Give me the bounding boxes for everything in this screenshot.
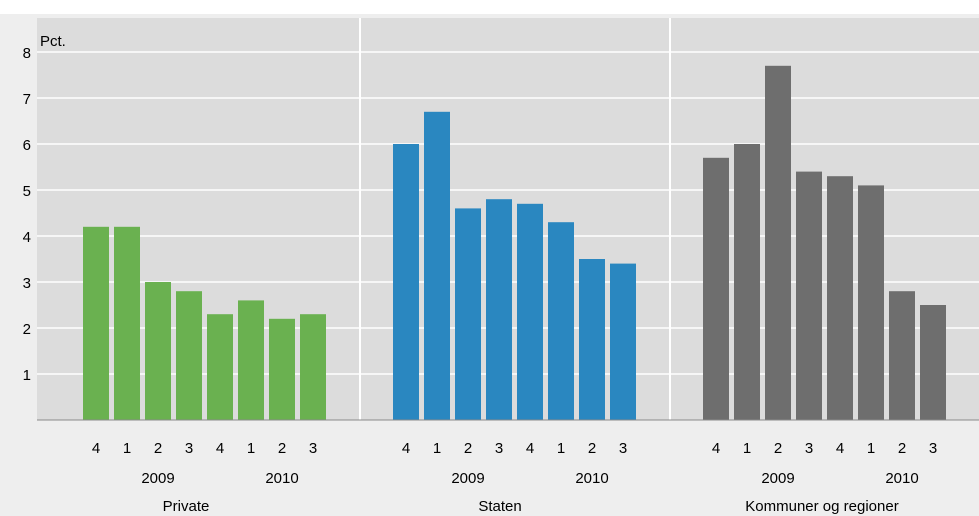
bars [83, 65, 946, 421]
panel-label: Private [163, 498, 210, 515]
x-tick-label: 1 [247, 440, 255, 457]
panel-label: Kommuner og regioner [745, 498, 898, 515]
y-tick-label: 4 [23, 229, 31, 246]
y-tick-label: 5 [23, 183, 31, 200]
x-tick-labels: 4 1 2 3 4 1 2 3 4 1 2 3 4 1 2 3 4 1 2 3 4 1 2 3 [92, 440, 937, 457]
x-tick-label: 3 [929, 440, 937, 457]
bar [579, 259, 605, 420]
year-label: 2009 [141, 470, 174, 487]
panel-separators [359, 18, 671, 420]
y-tick-label: 3 [23, 275, 31, 292]
bar [703, 157, 729, 421]
y-tick-labels: 1 2 3 4 5 6 7 8 [23, 45, 31, 384]
x-tick-label: 1 [433, 440, 441, 457]
y-axis-label: Pct. [40, 33, 66, 50]
x-tick-label: 4 [836, 440, 844, 457]
x-tick-label: 4 [526, 440, 534, 457]
bar [734, 144, 760, 420]
x-tick-label: 2 [278, 440, 286, 457]
year-label: 2010 [885, 470, 918, 487]
y-tick-label: 6 [23, 137, 31, 154]
panel-labels: Private Staten Kommuner og regioner [163, 498, 899, 515]
y-tick-label: 7 [23, 91, 31, 108]
bar [269, 318, 295, 420]
y-tick-label: 1 [23, 367, 31, 384]
bar [889, 291, 915, 420]
x-tick-label: 2 [154, 440, 162, 457]
x-tick-label: 1 [557, 440, 565, 457]
x-tick-label: 3 [185, 440, 193, 457]
year-label: 2009 [761, 470, 794, 487]
x-tick-label: 2 [898, 440, 906, 457]
x-tick-label: 4 [92, 440, 100, 457]
x-tick-label: 3 [309, 440, 317, 457]
bar [920, 305, 946, 420]
year-labels: 2009 2010 2009 2010 2009 2010 [141, 470, 918, 487]
bar [548, 222, 574, 420]
x-tick-label: 3 [495, 440, 503, 457]
y-tick-label: 8 [23, 45, 31, 62]
bar [796, 171, 822, 420]
bar [393, 144, 419, 420]
bar [176, 291, 202, 420]
x-tick-label: 2 [588, 440, 596, 457]
bar [207, 314, 233, 420]
x-tick-label: 3 [619, 440, 627, 457]
x-tick-label: 1 [867, 440, 875, 457]
x-tick-label: 1 [123, 440, 131, 457]
y-tick-label: 2 [23, 321, 31, 338]
x-tick-label: 4 [712, 440, 720, 457]
bar [238, 300, 264, 420]
year-label: 2010 [575, 470, 608, 487]
x-tick-label: 2 [464, 440, 472, 457]
x-tick-label: 3 [805, 440, 813, 457]
bar [114, 226, 140, 420]
bar [300, 314, 326, 420]
bar [517, 203, 543, 420]
x-tick-label: 1 [743, 440, 751, 457]
year-label: 2009 [451, 470, 484, 487]
bar [610, 263, 636, 420]
bar [145, 282, 171, 420]
panel-label: Staten [478, 498, 521, 515]
bar [827, 176, 853, 420]
bar [455, 208, 481, 420]
x-tick-label: 2 [774, 440, 782, 457]
bar [424, 111, 450, 421]
bar [486, 199, 512, 420]
x-tick-label: 4 [216, 440, 224, 457]
bar [765, 65, 791, 421]
bar [83, 226, 109, 420]
x-tick-label: 4 [402, 440, 410, 457]
year-label: 2010 [265, 470, 298, 487]
bar [858, 185, 884, 420]
